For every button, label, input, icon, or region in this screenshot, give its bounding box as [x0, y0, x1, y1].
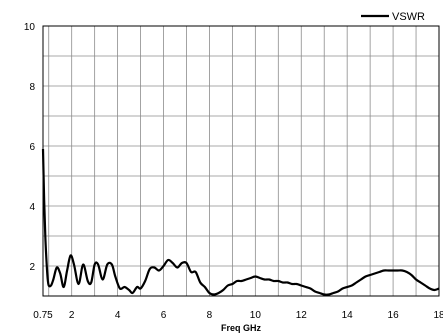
y-tick-label: 10 [24, 22, 36, 33]
x-tick-label: 2 [69, 310, 75, 321]
x-tick-label: 10 [250, 310, 262, 321]
plot-area [43, 26, 439, 296]
y-tick-labels: 2 4 6 8 10 [24, 22, 36, 273]
x-tick-label: 12 [296, 310, 308, 321]
legend-label: VSWR [392, 11, 425, 23]
plot-frame [42, 25, 440, 297]
x-tick-label: 18 [433, 310, 443, 321]
x-tick-labels: 0.75 2 4 6 8 10 12 14 16 18 [33, 310, 443, 321]
y-tick-label: 2 [29, 262, 35, 273]
y-tick-label: 4 [29, 202, 35, 213]
vswr-series-line [41, 148, 440, 296]
y-tick-label: 8 [29, 82, 35, 93]
legend: VSWR [361, 11, 425, 23]
x-tick-label: 14 [342, 310, 354, 321]
x-tick-label: 16 [388, 310, 400, 321]
y-tick-label: 6 [29, 142, 35, 153]
x-tick-label: 0.75 [33, 310, 53, 321]
x-tick-label: 4 [115, 310, 121, 321]
x-tick-label: 6 [161, 310, 167, 321]
x-tick-label: 8 [207, 310, 213, 321]
x-axis-label: Freq GHz [221, 323, 262, 333]
